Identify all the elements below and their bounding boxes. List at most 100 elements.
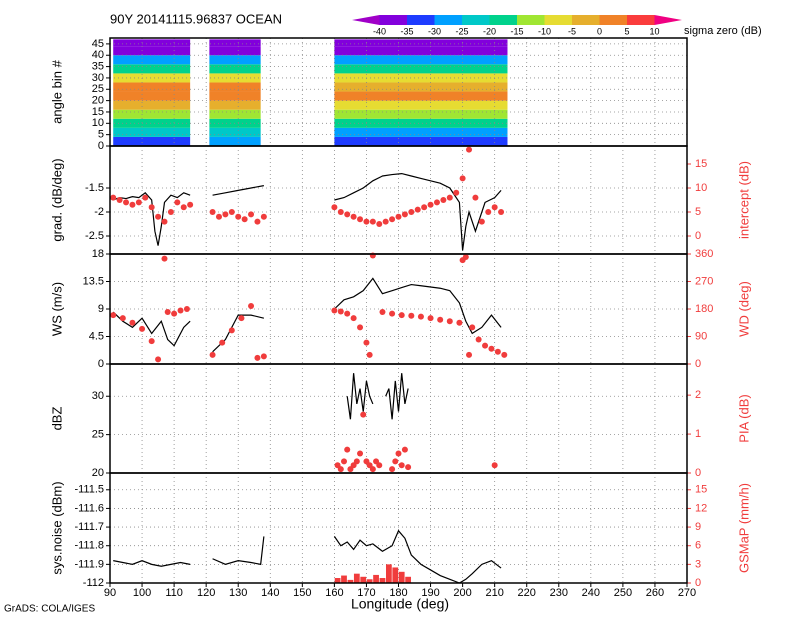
data-point — [469, 324, 476, 331]
data-point — [155, 213, 162, 220]
data-point — [215, 213, 222, 220]
y-axis-label: WS (m/s) — [49, 282, 64, 336]
data-point — [344, 446, 351, 453]
data-point — [219, 339, 226, 346]
data-point — [187, 201, 194, 208]
swath-cell — [113, 91, 191, 101]
colorbar-tick-label: 0 — [597, 26, 602, 36]
colorbar-swatch — [407, 15, 435, 25]
y-tick-label: 5 — [98, 129, 104, 141]
data-point — [440, 197, 447, 203]
swath-cell — [334, 136, 508, 146]
swath-cell — [334, 109, 508, 119]
y-tick-label: 15 — [92, 106, 104, 118]
data-point — [466, 351, 473, 358]
data-point — [478, 218, 485, 225]
colorbar-swatch — [489, 15, 517, 25]
swath-cell — [209, 46, 261, 56]
data-point — [363, 339, 370, 346]
swath-cell — [334, 46, 508, 56]
data-line — [112, 172, 502, 251]
data-point — [382, 218, 389, 225]
x-axis-label: Longitude (deg) — [351, 596, 449, 612]
y2-tick-label: 12 — [695, 502, 707, 514]
swath-cell — [209, 55, 261, 65]
bar — [366, 579, 373, 583]
swath-cell — [209, 64, 261, 74]
x-tick-label: 150 — [293, 587, 311, 599]
y2-tick-label: 9 — [695, 521, 701, 533]
data-point — [344, 211, 351, 218]
colorbar-swatch — [544, 15, 572, 25]
x-tick-label: 210 — [485, 587, 503, 599]
swath-cell — [334, 82, 508, 92]
colorbar-tick-label: -40 — [373, 26, 386, 36]
data-point — [331, 307, 338, 314]
y2-tick-label: 15 — [695, 484, 707, 496]
data-point — [389, 216, 396, 223]
data-point — [376, 221, 383, 227]
data-point — [398, 312, 405, 319]
data-point — [398, 462, 405, 469]
x-tick-label: 140 — [261, 587, 279, 599]
colorbar-swatch — [627, 15, 655, 25]
x-tick-label: 250 — [614, 587, 632, 599]
data-point — [491, 462, 498, 469]
colorbar-tick-label: 10 — [649, 26, 659, 36]
swath-cell — [334, 118, 508, 128]
data-point — [353, 458, 360, 465]
data-point — [421, 204, 428, 211]
bar — [398, 571, 405, 583]
x-tick-label: 220 — [518, 587, 536, 599]
y-tick-label: 0 — [98, 358, 104, 370]
y-tick-label: 10 — [92, 117, 104, 129]
data-point — [433, 199, 440, 206]
y-tick-label: 9 — [98, 303, 104, 315]
y-tick-label: -111.6 — [74, 502, 104, 514]
y-tick-label: -2 — [94, 206, 104, 218]
y-tick-label: 4.5 — [89, 330, 104, 342]
y-tick-label: 18 — [92, 248, 104, 260]
colorbar-tick-label: -5 — [568, 26, 576, 36]
y2-tick-label: 0 — [695, 467, 701, 479]
data-point — [350, 213, 357, 220]
data-point — [171, 310, 178, 317]
data-point — [357, 216, 364, 223]
data-point — [209, 209, 216, 215]
y-tick-label: 20 — [92, 467, 104, 479]
data-point — [177, 307, 184, 314]
colorbar-label: sigma zero (dB) — [684, 25, 762, 37]
data-point — [395, 213, 402, 220]
y2-tick-label: 6 — [695, 540, 701, 552]
bar — [392, 567, 399, 583]
data-point — [161, 255, 168, 262]
data-point — [369, 218, 376, 225]
colorbar-tick-label: 5 — [624, 26, 629, 36]
data-point — [110, 194, 117, 201]
bar — [373, 574, 379, 583]
data-point — [167, 209, 174, 215]
swath-cell — [209, 109, 261, 119]
y-axis-label: angle bin # — [49, 59, 64, 123]
y-tick-label: -111.9 — [74, 558, 104, 570]
y2-tick-label: 0 — [695, 358, 701, 370]
data-line — [113, 529, 502, 584]
y2-axis-label: WD (deg) — [736, 281, 751, 337]
data-line — [112, 277, 502, 353]
data-point — [260, 213, 267, 220]
colorbar-swatch — [379, 15, 407, 25]
data-point — [437, 316, 444, 323]
swath-cell — [209, 100, 261, 110]
data-point — [456, 319, 463, 326]
swath-cell — [113, 82, 191, 92]
swath-cell — [209, 39, 261, 47]
data-point — [501, 351, 508, 358]
swath-cell — [209, 82, 261, 92]
swath-cell — [334, 91, 508, 101]
y-tick-label: -111.7 — [74, 521, 104, 533]
swath-cell — [209, 136, 261, 146]
data-point — [129, 201, 136, 208]
swath-cell — [113, 127, 191, 137]
data-point — [164, 309, 171, 316]
data-point — [405, 464, 412, 471]
